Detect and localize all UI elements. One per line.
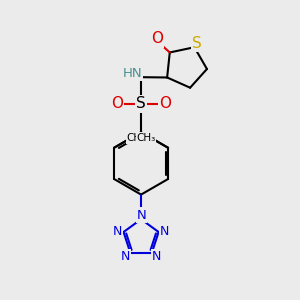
Text: O: O: [151, 32, 163, 46]
Text: N: N: [137, 208, 146, 221]
Text: N: N: [121, 250, 130, 263]
Text: N: N: [113, 225, 122, 238]
Text: O: O: [111, 96, 123, 111]
Text: S: S: [192, 36, 202, 51]
Text: S: S: [136, 96, 146, 111]
Text: CH₃: CH₃: [136, 133, 156, 143]
Text: O: O: [159, 96, 171, 111]
Text: CH₃: CH₃: [126, 133, 146, 143]
Text: N: N: [137, 209, 147, 222]
Text: N: N: [152, 250, 161, 263]
Text: HN: HN: [123, 67, 142, 80]
Text: N: N: [160, 225, 169, 238]
